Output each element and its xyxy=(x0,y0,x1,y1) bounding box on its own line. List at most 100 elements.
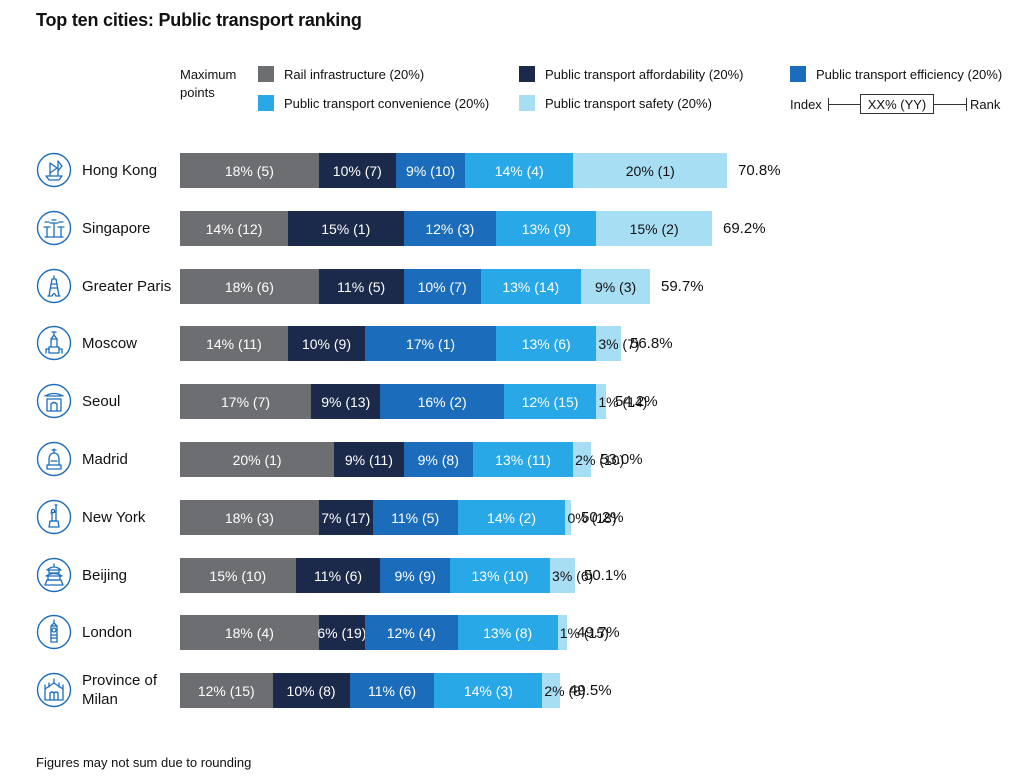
tick-label: New York xyxy=(82,508,146,526)
data-label: 2% (8) xyxy=(544,682,586,699)
data-label: 17% (7) xyxy=(221,393,271,410)
supertree-icon xyxy=(36,210,72,246)
temple-of-heaven-icon xyxy=(36,557,72,593)
legend-label: Rail infrastructure (20%) xyxy=(284,66,425,82)
data-label: 20% (1) xyxy=(625,162,675,179)
tick-label: Singapore xyxy=(82,219,151,237)
bar-segment: 15% (2) xyxy=(596,211,712,246)
data-label: 9% (11) xyxy=(344,451,393,468)
total-label: 49.5% xyxy=(569,682,612,699)
tick-label: Beijing xyxy=(82,566,128,584)
data-label: 11% (6) xyxy=(314,567,363,584)
data-label: 9% (10) xyxy=(406,162,456,179)
bar-segment: 14% (2) xyxy=(457,500,566,535)
bar-segment: 18% (3) xyxy=(180,500,319,535)
city-label: Madrid xyxy=(82,440,177,478)
city-label: New York xyxy=(82,498,177,536)
stacked-bar: 20% (1) 9% (11) 9% (8) 13% (11) 2% (10) xyxy=(180,442,624,477)
data-label: 13% (6) xyxy=(521,335,571,352)
bar-segment: 9% (3) xyxy=(580,269,651,304)
stacked-bar: 18% (5) 10% (7) 9% (10) 14% (4) 20% (1) xyxy=(180,153,728,188)
bar-segment: 10% (9) xyxy=(287,326,366,361)
data-label: 6% (19) xyxy=(317,624,367,641)
data-label: 14% (12) xyxy=(205,220,263,237)
legend-swatch xyxy=(258,66,274,82)
bar-segment: 11% (5) xyxy=(372,500,458,535)
key-left-line xyxy=(828,104,860,105)
legend-item: Public transport affordability (20%) xyxy=(519,66,743,82)
legend-swatch xyxy=(519,66,535,82)
data-label: 12% (15) xyxy=(521,393,579,410)
stacked-bar: 17% (7) 9% (13) 16% (2) 12% (15) 1% (14) xyxy=(180,384,647,419)
bar-segment: 3% (7) xyxy=(596,326,640,361)
bar-segment: 13% (9) xyxy=(496,211,597,246)
data-label: 3% (7) xyxy=(598,335,640,352)
stacked-bar: 14% (11) 10% (9) 17% (1) 13% (6) 3% (7) xyxy=(180,326,640,361)
data-label: 13% (14) xyxy=(502,278,560,295)
bar-segment: 15% (10) xyxy=(180,558,296,593)
bar-segment: 17% (7) xyxy=(180,384,312,419)
bar-segment: 18% (5) xyxy=(180,153,319,188)
tick-label: Moscow xyxy=(82,334,138,352)
bar-segment: 1% (14) xyxy=(596,384,647,419)
tick-label: Hong Kong xyxy=(82,161,158,179)
stacked-bar: 14% (12) 15% (1) 12% (3) 13% (9) 15% (2) xyxy=(180,211,712,246)
total-label: 69.2% xyxy=(723,220,766,237)
bar-segment: 14% (3) xyxy=(434,673,543,708)
legend-item: Rail infrastructure (20%) xyxy=(258,66,424,82)
bar-segment: 13% (6) xyxy=(496,326,597,361)
bar-segment: 10% (7) xyxy=(318,153,396,188)
data-label: 0% (18) xyxy=(567,509,617,526)
bar-segment: 3% (6) xyxy=(550,558,593,593)
tick-label: London xyxy=(82,623,133,641)
chart-row: Hong Kong 18% (5) 10% (7) 9% (10) 14% (4) 20%… xyxy=(0,151,1024,191)
stacked-bar: 18% (6) 11% (5) 10% (7) 13% (14) 9% (3) xyxy=(180,269,651,304)
big-ben-icon xyxy=(36,614,72,650)
city-label: London xyxy=(82,613,177,651)
key-right-line xyxy=(934,104,966,105)
data-label: 18% (4) xyxy=(224,624,274,641)
tick-label: Greater Paris xyxy=(82,277,172,295)
total-label: 70.8% xyxy=(738,162,781,179)
bar-segment: 12% (15) xyxy=(503,384,597,419)
legend-item: Public transport efficiency (20%) xyxy=(790,66,1002,82)
legend-swatch xyxy=(790,66,806,82)
stacked-bar: 15% (10) 11% (6) 9% (9) 13% (10) 3% (6) xyxy=(180,558,593,593)
bar-segment: 11% (5) xyxy=(318,269,404,304)
data-label: 15% (10) xyxy=(209,567,267,584)
tick-label: Madrid xyxy=(82,450,128,468)
city-label: Moscow xyxy=(82,324,177,362)
bar-segment: 7% (17) xyxy=(318,500,373,535)
data-label: 11% (5) xyxy=(337,278,386,295)
tick-label: Province of Milan xyxy=(82,672,158,708)
data-label: 18% (3) xyxy=(224,509,274,526)
data-label: 11% (6) xyxy=(368,682,416,699)
key-box: XX% (YY) xyxy=(860,94,934,114)
data-label: 13% (9) xyxy=(521,220,571,237)
key-rank-label: Rank xyxy=(970,97,1001,112)
chart-row: Greater Paris 18% (6) 11% (5) 10% (7) 13% (1… xyxy=(0,267,1024,307)
data-label: 9% (9) xyxy=(394,567,436,584)
chart-row: Madrid 20% (1) 9% (11) 9% (8) 13% (11) 2% (10… xyxy=(0,440,1024,480)
bar-segment: 18% (6) xyxy=(180,269,319,304)
bar-segment: 10% (7) xyxy=(403,269,481,304)
bar-segment: 9% (13) xyxy=(311,384,381,419)
legend-label: Public transport efficiency (20%) xyxy=(816,66,1003,82)
city-label: Hong Kong xyxy=(82,151,177,189)
bar-segment: 13% (11) xyxy=(472,442,574,477)
data-label: 10% (9) xyxy=(301,335,351,352)
bar-segment: 14% (11) xyxy=(180,326,288,361)
city-label: Seoul xyxy=(82,382,177,420)
tick-label: Seoul xyxy=(82,392,121,410)
total-label: 56.8% xyxy=(630,335,673,352)
legend-swatch xyxy=(258,95,274,111)
data-label: 1% (14) xyxy=(598,393,648,410)
data-label: 12% (3) xyxy=(425,220,475,237)
city-label: Province of Milan xyxy=(82,671,177,709)
data-label: 10% (8) xyxy=(286,682,336,699)
bar-segment: 9% (11) xyxy=(334,442,404,477)
chart-row: Province of Milan 12% (15) 10% (8) 11% (6) 1… xyxy=(0,671,1024,711)
bar-segment: 13% (8) xyxy=(457,615,558,650)
bar-segment: 12% (4) xyxy=(365,615,458,650)
total-label: 50.2% xyxy=(581,509,624,526)
